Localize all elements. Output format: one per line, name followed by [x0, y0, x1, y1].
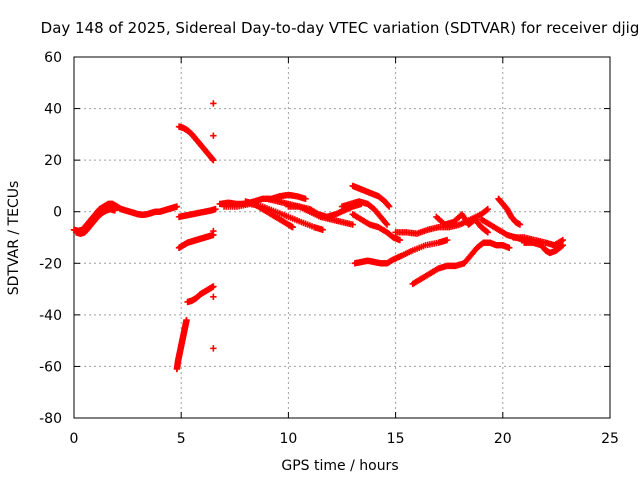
data-point: [383, 221, 391, 228]
data-point: [484, 205, 491, 213]
x-tick-label: 20: [494, 431, 512, 447]
x-tick-label: 25: [601, 431, 619, 447]
y-tick-label: 20: [44, 153, 62, 169]
series-arc-steep: [173, 316, 190, 373]
y-tick-label: -40: [39, 308, 62, 324]
series-arc-8-10: [242, 198, 296, 231]
data-point: [302, 195, 309, 203]
data-point: [483, 228, 490, 235]
series-arc-high: [175, 123, 217, 164]
axis-ticks: 0 5 10 15 20 25 -80 -60 -40 -20 0 20 40 60: [39, 50, 619, 447]
series-arc-neg28: [409, 239, 487, 288]
data-point: [289, 223, 296, 231]
data-point: [443, 236, 451, 244]
data-point: [210, 227, 217, 235]
data-point: [212, 205, 219, 213]
x-tick-label: 0: [70, 431, 79, 447]
y-tick-label: -80: [39, 411, 62, 427]
series-outliers: [210, 100, 217, 352]
data-point: [396, 236, 404, 244]
y-tick-label: -20: [39, 256, 62, 272]
y-axis-label: SDTVAR / TECUs: [6, 181, 22, 296]
series-arc-17-18: [433, 211, 491, 236]
plot-frame: [73, 56, 611, 419]
series-arc-neg30: [184, 283, 217, 306]
series-arc-mid-flat: [175, 205, 219, 221]
grid-lines: [74, 57, 610, 418]
data-point: [516, 221, 524, 228]
data-point: [349, 221, 356, 228]
data-point: [559, 242, 567, 249]
x-tick-label: 15: [387, 431, 405, 447]
series-arc-20-21: [495, 195, 524, 228]
data-point: [183, 316, 190, 324]
data-point: [385, 203, 393, 210]
x-tick-label: 5: [177, 431, 186, 447]
x-axis-label: GPS time / hours: [281, 458, 398, 474]
series-arc-13-15-low: [349, 211, 404, 244]
data-point: [210, 156, 217, 164]
data-point: [210, 132, 217, 139]
data-point: [111, 207, 118, 214]
data-point: [506, 244, 513, 252]
series-arc-21-23-b: [521, 239, 567, 257]
data-point: [319, 226, 326, 233]
series-arc-early-b: [72, 205, 118, 237]
data-point: [210, 100, 217, 107]
data-point: [210, 293, 217, 301]
y-tick-label: -60: [39, 359, 62, 375]
series-arc-19-20: [480, 239, 513, 252]
data-point: [173, 203, 181, 210]
data-point: [558, 242, 565, 250]
y-tick-label: 60: [44, 50, 62, 66]
chart-title: Day 148 of 2025, Sidereal Day-to-day VTE…: [41, 19, 640, 37]
data-points: [70, 100, 567, 373]
data-point: [484, 229, 491, 236]
data-point: [483, 206, 490, 214]
y-tick-label: 40: [44, 102, 62, 118]
x-tick-label: 10: [279, 431, 297, 447]
data-point: [210, 283, 217, 290]
series-arc-13-15: [349, 182, 393, 210]
series-arc-12-14: [338, 198, 391, 228]
series-arc-neg20: [351, 236, 451, 267]
data-point: [382, 220, 390, 227]
data-point: [210, 345, 217, 352]
y-tick-label: 0: [53, 205, 62, 221]
series-arc-neg14: [175, 231, 217, 252]
